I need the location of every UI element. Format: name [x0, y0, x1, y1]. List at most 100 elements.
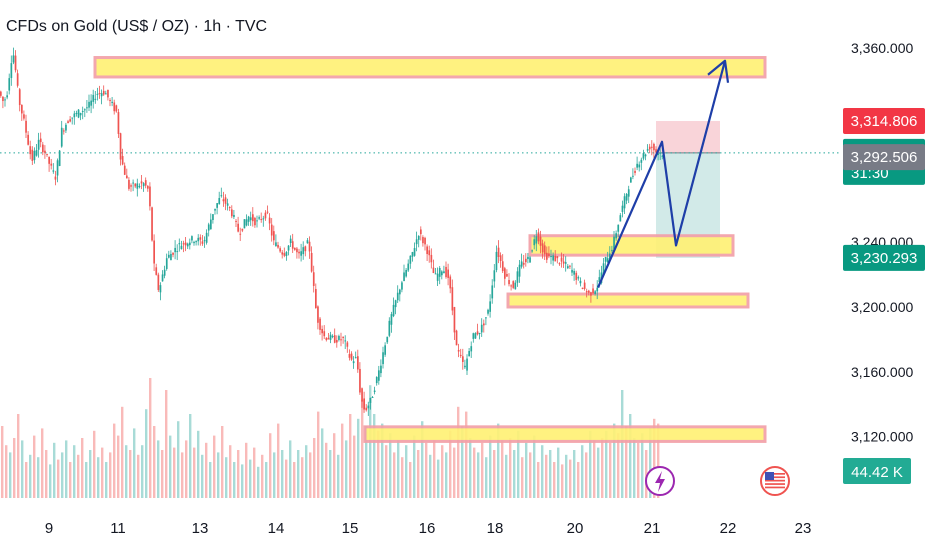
candle-body	[138, 186, 141, 188]
candle-body	[384, 345, 386, 355]
candle-body	[0, 91, 2, 96]
volume-bar	[141, 445, 144, 498]
candle-body	[226, 203, 229, 206]
volume-bar	[493, 450, 496, 498]
volume-bar	[457, 406, 460, 498]
volume-bar	[441, 445, 444, 498]
volume-bar	[393, 452, 396, 498]
candle-body	[2, 96, 4, 102]
candle-body	[296, 248, 298, 253]
candle-body	[640, 159, 643, 163]
price-label-box	[843, 244, 925, 271]
price-label-box	[843, 144, 925, 171]
candle-body	[413, 248, 416, 256]
volume-bar	[289, 440, 292, 498]
candle-body	[558, 263, 561, 265]
candle-body	[350, 353, 353, 360]
candle-body	[180, 245, 183, 250]
volume-bar	[137, 454, 140, 498]
candle-body	[77, 109, 80, 118]
volume-bar	[161, 450, 164, 498]
volume-bar	[417, 450, 420, 498]
volume-bar	[589, 430, 592, 498]
candle-body	[625, 193, 628, 201]
candle-body	[58, 150, 61, 166]
candle-body	[342, 336, 344, 338]
volume-bar	[629, 414, 632, 498]
volume-bar	[93, 430, 96, 498]
candle-body	[420, 229, 422, 235]
candle-body	[102, 90, 105, 95]
candle-body	[107, 89, 109, 98]
volume-bar	[129, 450, 132, 498]
volume-bar	[449, 430, 452, 498]
candle-body	[648, 146, 651, 150]
volume-bar	[501, 440, 504, 498]
volume-bar	[437, 459, 440, 498]
volume-bar	[249, 459, 252, 498]
candle-body	[606, 258, 609, 263]
candle-body	[453, 307, 456, 333]
candle-body	[132, 182, 134, 184]
volume-bar	[553, 462, 556, 498]
candle-body	[264, 212, 267, 219]
volume-bar	[405, 445, 408, 498]
volume-bar	[45, 450, 48, 498]
candle-body	[48, 156, 50, 164]
candle-body	[443, 271, 445, 274]
candle-body	[285, 251, 288, 257]
candle-body	[428, 250, 431, 256]
candle-body	[539, 236, 542, 246]
candle-body	[489, 301, 491, 312]
candle-body	[378, 370, 380, 381]
volume-bar	[617, 433, 620, 498]
candle-body	[109, 100, 111, 102]
candle-body	[10, 63, 13, 78]
candle-body	[90, 100, 92, 106]
candle-body	[60, 127, 63, 147]
candle-body	[268, 217, 271, 224]
candle-body	[554, 255, 557, 262]
candle-body	[27, 134, 29, 145]
candle-body	[197, 237, 200, 242]
candle-body	[585, 291, 588, 293]
candle-body	[151, 207, 153, 241]
candle-body	[300, 251, 302, 256]
volume-bar	[117, 435, 120, 498]
candle-body	[115, 105, 118, 112]
volume-bar	[357, 418, 360, 498]
candle-body	[436, 273, 439, 281]
candle-body	[12, 55, 15, 63]
volume-bar	[409, 462, 412, 498]
candle-body	[14, 55, 17, 71]
candle-body	[94, 98, 97, 100]
volume-bar	[585, 452, 588, 498]
candle-body	[23, 114, 25, 119]
candle-body	[516, 271, 519, 283]
candle-body	[657, 153, 659, 155]
candle-body	[455, 330, 458, 346]
candle-body	[497, 247, 500, 257]
volume-bar	[641, 433, 644, 498]
volume-bar	[245, 442, 248, 498]
candle-body	[623, 196, 626, 209]
x-tick-label: 20	[567, 520, 584, 537]
volume-bar	[461, 426, 464, 498]
candle-body	[65, 124, 67, 131]
candle-body	[445, 266, 447, 278]
volume-bar	[209, 462, 212, 498]
volume-bar	[545, 454, 548, 498]
candle-body	[214, 208, 216, 211]
candle-body	[659, 152, 662, 154]
volume-bar	[625, 426, 628, 498]
volume-bar	[149, 378, 152, 498]
price-label-box	[843, 108, 925, 135]
candle-body	[474, 333, 477, 339]
candle-body	[321, 328, 323, 334]
candle-body	[438, 267, 441, 277]
volume-bar	[9, 452, 12, 498]
candle-body	[552, 255, 554, 261]
candle-body	[432, 267, 435, 274]
candle-body	[50, 163, 53, 166]
